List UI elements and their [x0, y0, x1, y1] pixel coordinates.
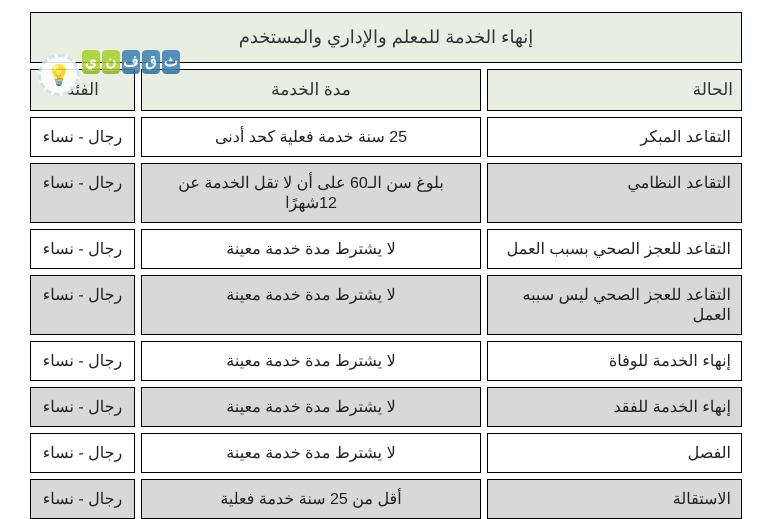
- cell-category: رجال - نساء: [30, 479, 135, 519]
- cell-duration: لا يشترط مدة خدمة معينة: [141, 433, 481, 473]
- cell-category: رجال - نساء: [30, 229, 135, 269]
- cell-status: الفصل: [487, 433, 742, 473]
- cell-duration: 25 سنة خدمة فعلية كحد أدنى: [141, 117, 481, 157]
- cell-duration: لا يشترط مدة خدمة معينة: [141, 341, 481, 381]
- cell-status: الاستقالة: [487, 479, 742, 519]
- cell-duration: لا يشترط مدة خدمة معينة: [141, 275, 481, 335]
- table-header-row: الحالة مدة الخدمة الفئة: [30, 69, 742, 111]
- cell-duration: لا يشترط مدة خدمة معينة: [141, 387, 481, 427]
- cell-status: إنهاء الخدمة للفقد: [487, 387, 742, 427]
- header-category: الفئة: [30, 69, 135, 111]
- cell-status: إنهاء الخدمة للوفاة: [487, 341, 742, 381]
- table-body: التقاعد المبكر25 سنة خدمة فعلية كحد أدنى…: [30, 117, 742, 519]
- table-row: التقاعد النظاميبلوغ سن الـ60 على أن لا ت…: [30, 163, 742, 223]
- table-row: التقاعد للعجز الصحي بسبب العمللا يشترط م…: [30, 229, 742, 269]
- cell-status: التقاعد للعجز الصحي بسبب العمل: [487, 229, 742, 269]
- cell-status: التقاعد المبكر: [487, 117, 742, 157]
- cell-category: رجال - نساء: [30, 163, 135, 223]
- cell-duration: بلوغ سن الـ60 على أن لا تقل الخدمة عن 12…: [141, 163, 481, 223]
- table-title: إنهاء الخدمة للمعلم والإداري والمستخدم: [30, 12, 742, 63]
- table-row: التقاعد المبكر25 سنة خدمة فعلية كحد أدنى…: [30, 117, 742, 157]
- cell-category: رجال - نساء: [30, 117, 135, 157]
- cell-status: التقاعد للعجز الصحي ليس سببه العمل: [487, 275, 742, 335]
- cell-category: رجال - نساء: [30, 275, 135, 335]
- table-row: التقاعد للعجز الصحي ليس سببه العمللا يشت…: [30, 275, 742, 335]
- header-duration: مدة الخدمة: [141, 69, 481, 111]
- cell-duration: أقل من 25 سنة خدمة فعلية: [141, 479, 481, 519]
- cell-category: رجال - نساء: [30, 433, 135, 473]
- table-row: الفصللا يشترط مدة خدمة معينةرجال - نساء: [30, 433, 742, 473]
- cell-category: رجال - نساء: [30, 387, 135, 427]
- table-row: الاستقالةأقل من 25 سنة خدمة فعليةرجال - …: [30, 479, 742, 519]
- cell-category: رجال - نساء: [30, 341, 135, 381]
- cell-duration: لا يشترط مدة خدمة معينة: [141, 229, 481, 269]
- header-status: الحالة: [487, 69, 742, 111]
- table-row: إنهاء الخدمة للوفاةلا يشترط مدة خدمة معي…: [30, 341, 742, 381]
- cell-status: التقاعد النظامي: [487, 163, 742, 223]
- table-row: إنهاء الخدمة للفقدلا يشترط مدة خدمة معين…: [30, 387, 742, 427]
